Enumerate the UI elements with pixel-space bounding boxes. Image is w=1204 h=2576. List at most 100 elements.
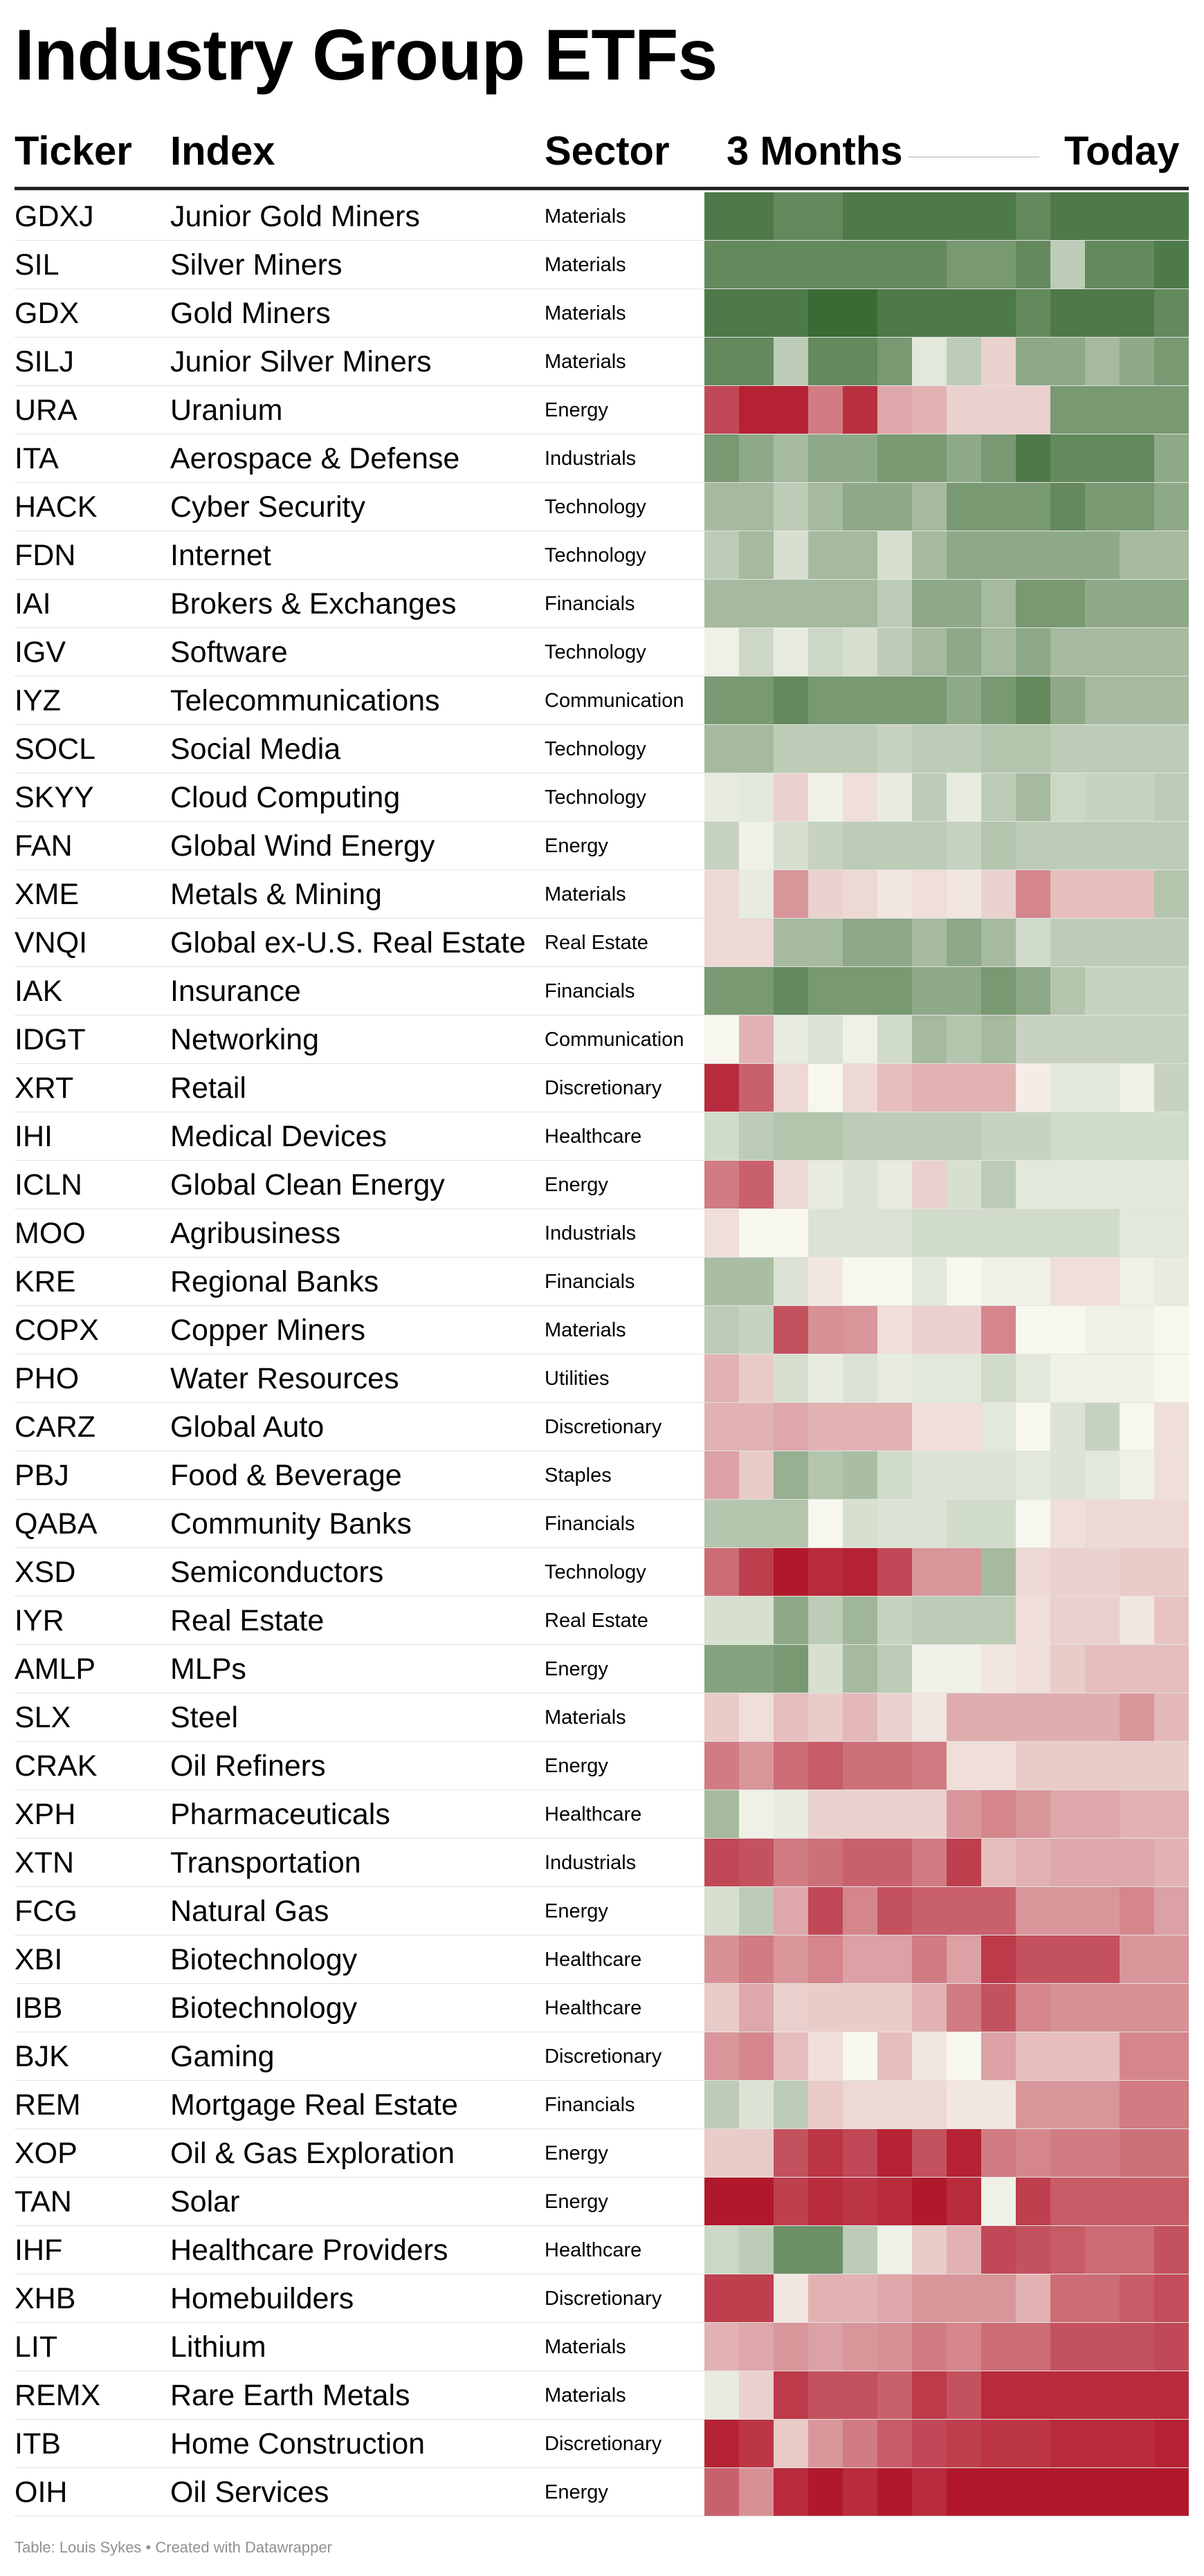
heatmap-cell bbox=[1050, 725, 1086, 773]
heatmap-cell bbox=[1016, 822, 1051, 870]
heatmap-cell bbox=[1016, 919, 1051, 967]
heatmap-cell bbox=[843, 2420, 878, 2468]
heatmap-cell bbox=[774, 1354, 809, 1403]
heatmap-cell bbox=[808, 1500, 843, 1548]
heatmap-cell bbox=[1120, 870, 1155, 919]
heatmap-cell bbox=[1016, 338, 1051, 386]
heatmap-cell bbox=[912, 2323, 947, 2371]
heatmap-cell bbox=[947, 2178, 982, 2226]
heatmap-cell bbox=[704, 1693, 740, 1742]
sector-cell: Materials bbox=[545, 302, 626, 324]
heatmap-cell bbox=[1154, 1839, 1189, 1887]
heatmap-cell bbox=[1085, 822, 1120, 870]
index-cell: Agribusiness bbox=[170, 1216, 341, 1250]
heatmap-cell bbox=[1016, 1403, 1051, 1451]
heatmap-strip bbox=[704, 1693, 1189, 1742]
heatmap-cell bbox=[1016, 2371, 1051, 2420]
heatmap-cell bbox=[808, 1306, 843, 1354]
header-timeline-line bbox=[908, 156, 1039, 158]
heatmap-cell bbox=[808, 289, 843, 338]
table-row: ITB Home Construction Discretionary bbox=[15, 2420, 1189, 2468]
heatmap-cell bbox=[912, 1597, 947, 1645]
heatmap-cell bbox=[1016, 2178, 1051, 2226]
table-row: XHB Homebuilders Discretionary bbox=[15, 2274, 1189, 2323]
heatmap-cell bbox=[808, 338, 843, 386]
heatmap-cell bbox=[1154, 2371, 1189, 2420]
heatmap-cell bbox=[1154, 725, 1189, 773]
row-divider bbox=[15, 2419, 1189, 2420]
heatmap-cell bbox=[808, 822, 843, 870]
heatmap-cell bbox=[947, 1984, 982, 2032]
heatmap-strip bbox=[704, 1209, 1189, 1258]
index-cell: Rare Earth Metals bbox=[170, 2378, 410, 2412]
table-row: REM Mortgage Real Estate Financials bbox=[15, 2081, 1189, 2129]
heatmap-cell bbox=[947, 1548, 982, 1597]
heatmap-cell bbox=[981, 289, 1016, 338]
ticker-cell: XTN bbox=[15, 1846, 74, 1879]
heatmap-cell bbox=[739, 338, 774, 386]
heatmap-cell bbox=[877, 870, 913, 919]
heatmap-cell bbox=[739, 1161, 774, 1209]
heatmap-cell bbox=[912, 2226, 947, 2274]
heatmap-strip bbox=[704, 2323, 1189, 2371]
heatmap-cell bbox=[947, 386, 982, 434]
heatmap-cell bbox=[704, 1839, 740, 1887]
heatmap-cell bbox=[704, 1112, 740, 1161]
heatmap-cell bbox=[947, 289, 982, 338]
heatmap-cell bbox=[912, 919, 947, 967]
heatmap-cell bbox=[1016, 1451, 1051, 1500]
heatmap-cell bbox=[808, 1645, 843, 1693]
heatmap-cell bbox=[877, 1693, 913, 1742]
heatmap-cell bbox=[1085, 2032, 1120, 2081]
heatmap-cell bbox=[808, 580, 843, 628]
heatmap-cell bbox=[808, 2420, 843, 2468]
heatmap-cell bbox=[1016, 1064, 1051, 1112]
sector-cell: Discretionary bbox=[545, 1076, 662, 1099]
heatmap-cell bbox=[843, 2226, 878, 2274]
heatmap-cell bbox=[774, 192, 809, 241]
ticker-cell: QABA bbox=[15, 1507, 98, 1540]
heatmap-strip bbox=[704, 1597, 1189, 1645]
heatmap-cell bbox=[1085, 773, 1120, 822]
column-header-index[interactable]: Index bbox=[170, 129, 275, 174]
heatmap-cell bbox=[739, 967, 774, 1015]
heatmap-cell bbox=[1120, 628, 1155, 677]
sector-cell: Technology bbox=[545, 786, 646, 809]
heatmap-cell bbox=[704, 1984, 740, 2032]
heatmap-cell bbox=[1154, 434, 1189, 483]
heatmap-cell bbox=[877, 483, 913, 531]
heatmap-cell bbox=[877, 2032, 913, 2081]
heatmap-row-svg bbox=[704, 1645, 1189, 1693]
heatmap-cell bbox=[1050, 2420, 1086, 2468]
table-row: IAK Insurance Financials bbox=[15, 967, 1189, 1015]
column-header-sector[interactable]: Sector bbox=[545, 129, 670, 174]
heatmap-cell bbox=[739, 2323, 774, 2371]
heatmap-cell bbox=[808, 1451, 843, 1500]
heatmap-cell bbox=[1016, 677, 1051, 725]
heatmap-cell bbox=[843, 773, 878, 822]
heatmap-cell bbox=[704, 338, 740, 386]
heatmap-strip bbox=[704, 1161, 1189, 1209]
heatmap-cell bbox=[877, 1112, 913, 1161]
heatmap-cell bbox=[704, 1064, 740, 1112]
heatmap-cell bbox=[739, 628, 774, 677]
heatmap-cell bbox=[843, 1306, 878, 1354]
heatmap-cell bbox=[1120, 434, 1155, 483]
heatmap-cell bbox=[1120, 1258, 1155, 1306]
heatmap-strip bbox=[704, 483, 1189, 531]
ticker-cell: SOCL bbox=[15, 732, 96, 766]
heatmap-cell bbox=[774, 289, 809, 338]
heatmap-cell bbox=[1154, 1161, 1189, 1209]
row-divider bbox=[15, 1305, 1189, 1306]
heatmap-cell bbox=[808, 1790, 843, 1839]
heatmap-cell bbox=[1154, 192, 1189, 241]
sector-cell: Financials bbox=[545, 1512, 635, 1535]
heatmap-cell bbox=[877, 1354, 913, 1403]
heatmap-cell bbox=[843, 1161, 878, 1209]
column-header-ticker[interactable]: Ticker bbox=[15, 129, 132, 174]
heatmap-cell bbox=[1120, 677, 1155, 725]
heatmap-cell bbox=[774, 2081, 809, 2129]
heatmap-cell bbox=[912, 1112, 947, 1161]
heatmap-cell bbox=[774, 1064, 809, 1112]
heatmap-cell bbox=[1085, 870, 1120, 919]
